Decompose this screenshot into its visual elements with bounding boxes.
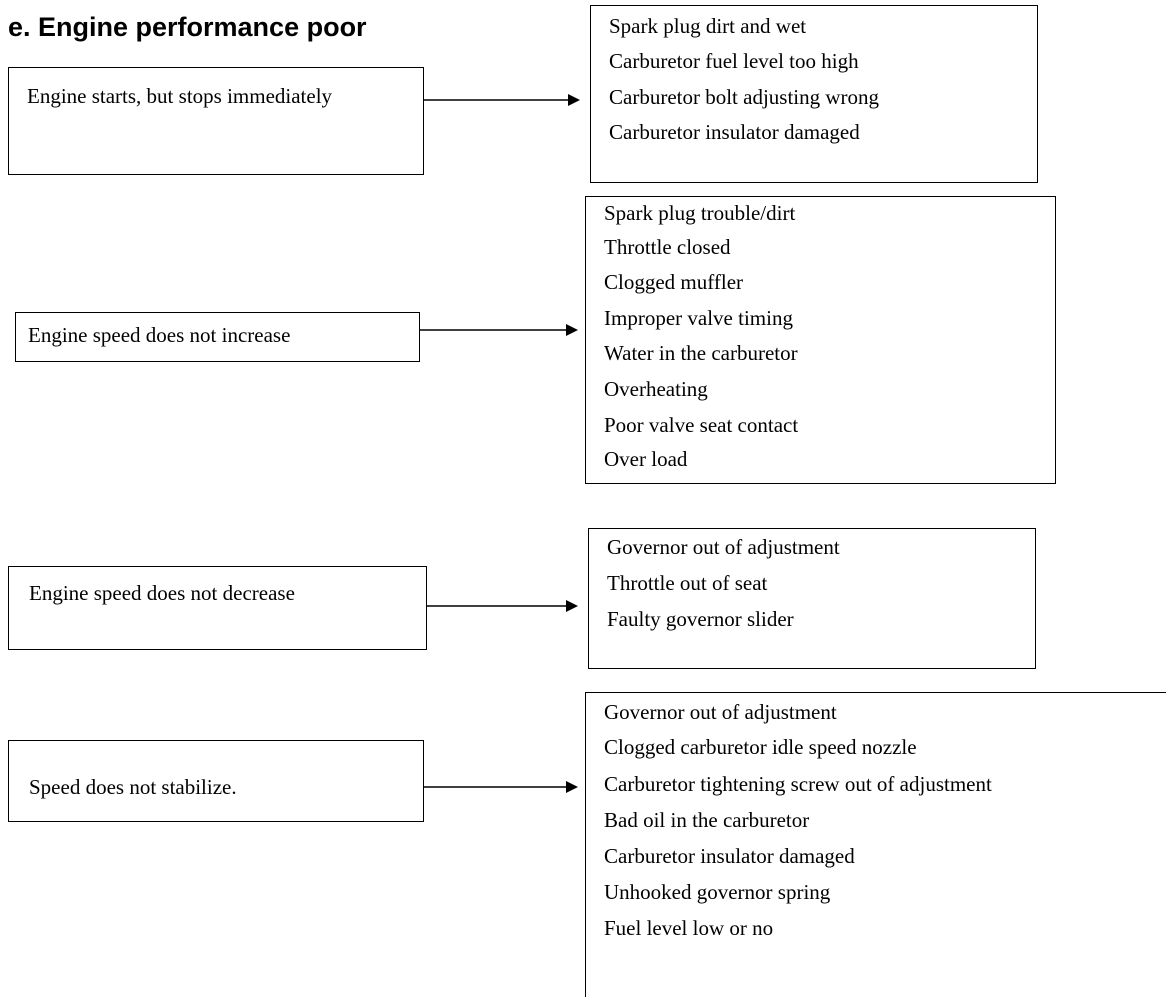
arrowhead — [568, 94, 580, 106]
cause-text: Clogged muffler — [604, 270, 744, 294]
cause-text: Throttle out of seat — [607, 571, 768, 595]
cause-text: Spark plug dirt and wet — [609, 14, 807, 38]
cause-text: Carburetor bolt adjusting wrong — [609, 85, 880, 109]
cause-text: Fuel level low or no — [604, 916, 774, 940]
cause-text: Governor out of adjustment — [607, 535, 840, 559]
cause-text: Clogged carburetor idle speed nozzle — [604, 735, 917, 759]
cause-text: Faulty governor slider — [607, 607, 794, 631]
symptom-box: Engine speed does not increase — [15, 312, 420, 362]
arrowhead — [566, 600, 578, 612]
cause-text: Carburetor fuel level too high — [609, 49, 859, 73]
symptom-text: Engine speed does not increase — [28, 323, 291, 347]
causes-box: Spark plug trouble/dirt Throttle closed Cl… — [585, 196, 1056, 484]
cause-text: Bad oil in the carburetor — [604, 808, 810, 832]
causes-box: Governor out of adjustment Clogged carbur… — [585, 692, 1166, 997]
arrowhead — [566, 781, 578, 793]
arrowhead — [566, 324, 578, 336]
cause-text: Throttle closed — [604, 235, 731, 259]
cause-text: Governor out of adjustment — [604, 700, 837, 724]
symptom-text: Engine starts, but stops immediately — [27, 84, 333, 108]
causes-box: Spark plug dirt and wet Carburetor fuel l… — [590, 5, 1038, 183]
cause-text: Over load — [604, 447, 688, 471]
symptom-box: Speed does not stabilize. — [8, 740, 424, 822]
cause-text: Poor valve seat contact — [604, 413, 799, 437]
cause-text: Carburetor insulator damaged — [604, 844, 855, 868]
cause-text: Carburetor tightening screw out of adjus… — [604, 772, 992, 796]
cause-text: Overheating — [604, 377, 708, 401]
cause-text: Carburetor insulator damaged — [609, 120, 860, 144]
causes-box: Governor out of adjustment Throttle out o… — [588, 528, 1036, 669]
symptom-box: Engine starts, but stops immediately — [8, 67, 424, 175]
cause-text: Spark plug trouble/dirt — [604, 201, 796, 225]
symptom-box: Engine speed does not decrease — [8, 566, 427, 650]
cause-text: Improper valve timing — [604, 306, 793, 330]
cause-text: Unhooked governor spring — [604, 880, 831, 904]
cause-text: Water in the carburetor — [604, 341, 798, 365]
symptom-text: Engine speed does not decrease — [29, 581, 295, 605]
symptom-text: Speed does not stabilize. — [29, 775, 237, 799]
title: e. Engine performance poor — [8, 12, 367, 42]
